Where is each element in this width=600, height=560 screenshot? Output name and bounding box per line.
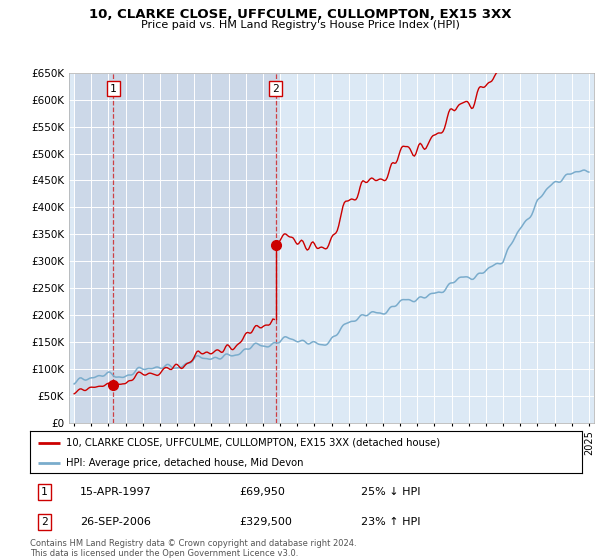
- Text: 2: 2: [41, 517, 48, 527]
- Text: 2: 2: [272, 83, 279, 94]
- Text: 23% ↑ HPI: 23% ↑ HPI: [361, 517, 421, 527]
- Text: £329,500: £329,500: [240, 517, 293, 527]
- Text: HPI: Average price, detached house, Mid Devon: HPI: Average price, detached house, Mid …: [66, 458, 304, 468]
- Text: 15-APR-1997: 15-APR-1997: [80, 487, 151, 497]
- Text: 26-SEP-2006: 26-SEP-2006: [80, 517, 151, 527]
- Text: 25% ↓ HPI: 25% ↓ HPI: [361, 487, 421, 497]
- Text: 10, CLARKE CLOSE, UFFCULME, CULLOMPTON, EX15 3XX (detached house): 10, CLARKE CLOSE, UFFCULME, CULLOMPTON, …: [66, 437, 440, 447]
- Text: 10, CLARKE CLOSE, UFFCULME, CULLOMPTON, EX15 3XX: 10, CLARKE CLOSE, UFFCULME, CULLOMPTON, …: [89, 8, 511, 21]
- Text: Price paid vs. HM Land Registry's House Price Index (HPI): Price paid vs. HM Land Registry's House …: [140, 20, 460, 30]
- Text: 1: 1: [110, 83, 117, 94]
- Text: 1: 1: [41, 487, 48, 497]
- Text: Contains HM Land Registry data © Crown copyright and database right 2024.
This d: Contains HM Land Registry data © Crown c…: [30, 539, 356, 558]
- Bar: [74, 73, 280, 423]
- Text: £69,950: £69,950: [240, 487, 286, 497]
